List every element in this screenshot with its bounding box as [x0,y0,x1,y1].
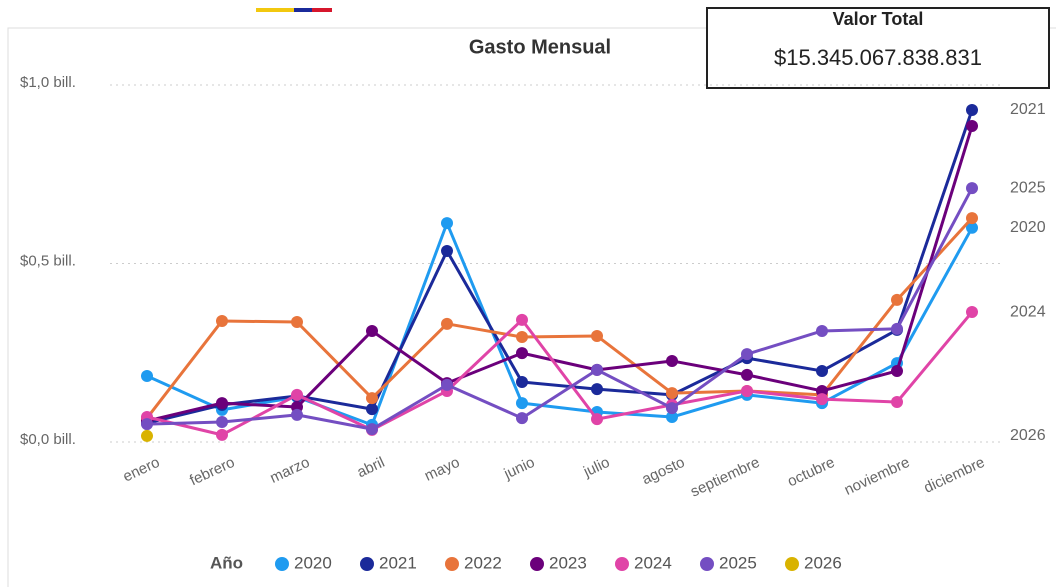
point [816,384,828,397]
legend-marker [360,557,374,571]
legend-marker [615,557,629,571]
deco [312,8,332,12]
point [891,322,903,335]
legend-marker [445,557,459,571]
point [441,245,453,258]
point [441,317,453,330]
point [366,423,378,436]
point [891,293,903,306]
legend-label: 2020 [294,553,332,572]
point [366,392,378,405]
point [966,120,978,133]
legend-title: Año [210,553,243,572]
y-tick-label: $0,5 bill. [20,252,76,269]
point [741,368,753,381]
point [666,387,678,400]
point [966,306,978,319]
point [591,383,603,396]
point [591,363,603,376]
card-value: $15.345.067.838.831 [774,45,982,70]
point [966,212,978,225]
legend-label: 2025 [719,553,757,572]
point [516,397,528,410]
legend-label: 2023 [549,553,587,572]
point [216,397,228,410]
point [891,364,903,377]
end-label: 2025 [1010,179,1046,196]
frame [7,27,1056,587]
point [816,393,828,406]
point [441,217,453,230]
point [666,354,678,367]
card [706,7,1050,89]
point [291,388,303,401]
point [966,221,978,234]
point [291,316,303,329]
series-line [145,217,974,419]
series-line [146,109,974,425]
point [291,408,303,421]
point [366,324,378,337]
point [966,182,978,195]
point [516,376,528,389]
point [141,429,153,442]
chart-title: Gasto Mensual [469,36,611,58]
point [141,369,153,382]
point [891,396,903,409]
point [516,331,528,344]
deco [256,8,294,12]
point [216,314,228,327]
end-label: 2020 [1010,219,1046,236]
point [141,418,153,431]
end-label: 2024 [1010,303,1046,320]
card-title: Valor Total [833,9,924,29]
point [741,384,753,397]
legend-label: 2021 [379,553,417,572]
series-line [146,125,974,423]
deco [294,8,312,12]
point [666,402,678,415]
point [516,347,528,360]
legend-label: 2024 [634,553,672,572]
point [741,348,753,361]
point [591,329,603,342]
end-label: 2021 [1010,101,1046,118]
point [966,103,978,116]
y-tick-label: $1,0 bill. [20,74,76,91]
point [441,378,453,391]
series-line [146,221,974,427]
point [516,412,528,425]
point [666,411,678,424]
legend-marker [275,557,289,571]
point [216,428,228,441]
y-tick-label: $0,0 bill. [20,431,76,448]
point [216,416,228,429]
point [591,413,603,426]
point [816,324,828,337]
point [516,313,528,326]
legend-label: 2026 [804,553,842,572]
legend-label: 2022 [464,553,502,572]
legend-marker [530,557,544,571]
legend-marker [700,557,714,571]
legend-marker [785,557,799,571]
point [366,403,378,416]
point [816,364,828,377]
end-label: 2026 [1010,427,1046,444]
series-line [146,311,974,437]
series-line [146,187,974,431]
